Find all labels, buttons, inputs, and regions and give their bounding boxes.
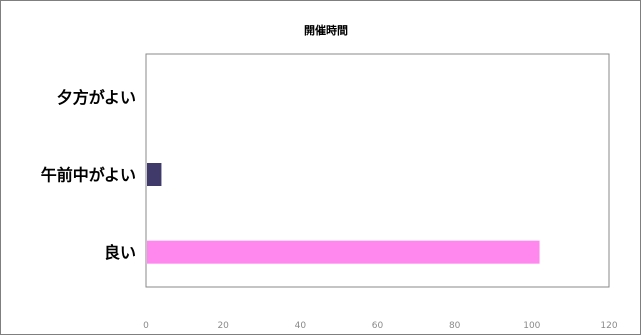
bar-1 xyxy=(147,163,162,186)
category-label-0: 夕方がよい xyxy=(57,88,136,107)
x-tick-label-3: 60 xyxy=(372,321,384,331)
x-tick-label-5: 100 xyxy=(523,321,540,331)
chart-title: 開催時間 xyxy=(304,23,348,37)
x-tick-label-2: 40 xyxy=(295,321,307,331)
bars-group xyxy=(147,163,540,264)
bar-2 xyxy=(147,240,540,264)
x-tick-label-6: 120 xyxy=(600,321,617,331)
x-axis-ticks: 0 20 40 60 80 100 120 xyxy=(143,321,618,331)
x-tick-label-1: 20 xyxy=(217,321,229,331)
category-label-2: 良い xyxy=(104,243,136,262)
x-tick-label-4: 80 xyxy=(449,321,461,331)
category-label-1: 午前中がよい xyxy=(41,166,136,185)
x-tick-label-0: 0 xyxy=(143,321,149,331)
